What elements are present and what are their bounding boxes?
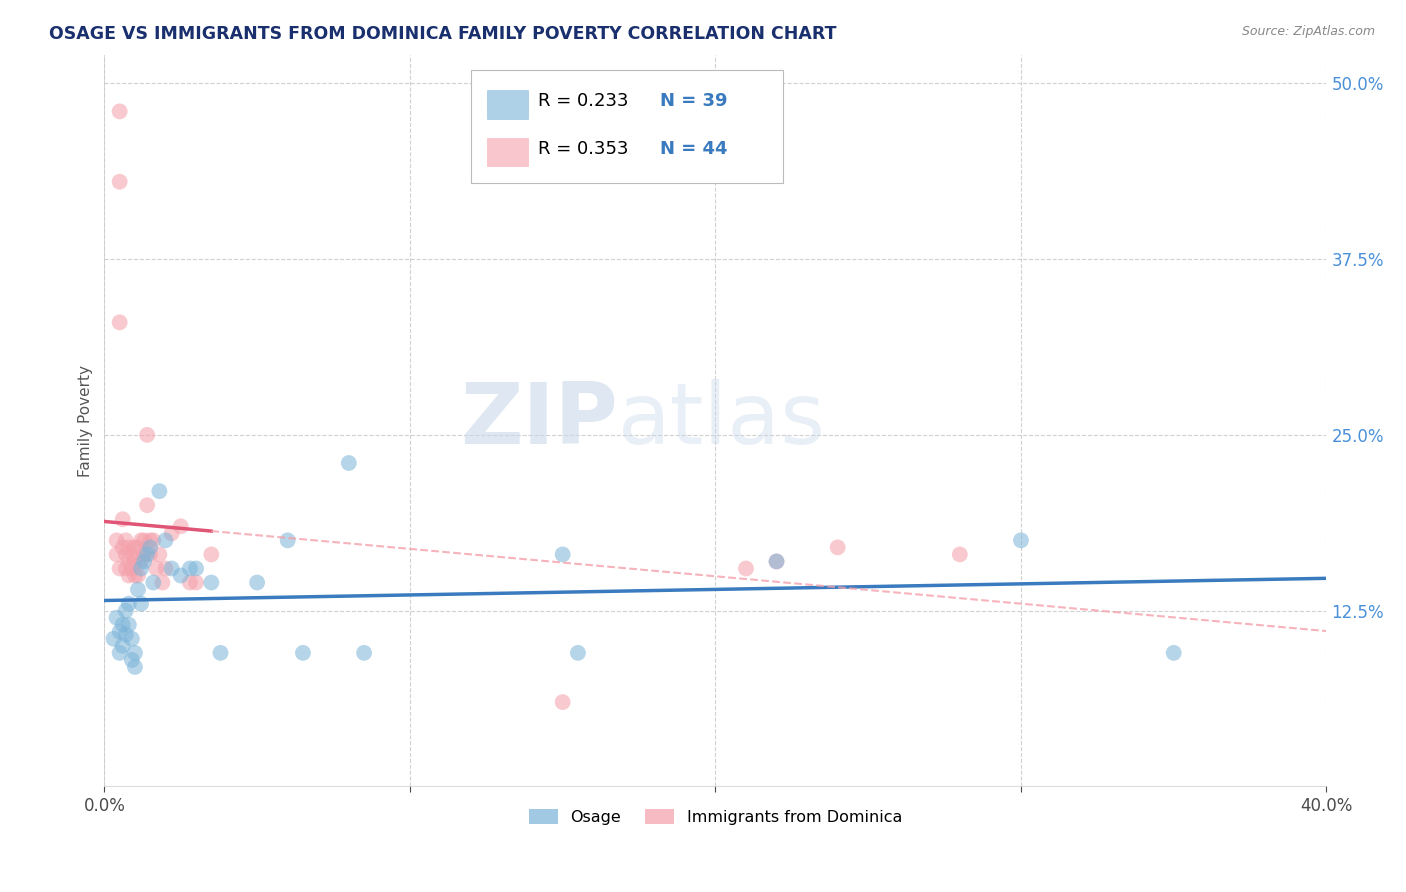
Point: [118, 568, 141, 582]
Point: [139, 533, 162, 548]
Point: [118, 597, 141, 611]
Point: [155, 533, 177, 548]
Point: [105, 548, 128, 562]
Point: [179, 575, 201, 590]
FancyBboxPatch shape: [471, 70, 783, 183]
Point: [139, 541, 162, 555]
Point: [121, 561, 143, 575]
Point: [142, 533, 165, 548]
Point: [121, 653, 143, 667]
Point: [124, 646, 146, 660]
Text: R = 0.233: R = 0.233: [538, 92, 628, 111]
Point: [124, 660, 146, 674]
Point: [108, 646, 131, 660]
Point: [170, 519, 193, 533]
Point: [111, 639, 134, 653]
Point: [111, 541, 134, 555]
Point: [114, 627, 136, 641]
Point: [184, 561, 207, 575]
Point: [124, 568, 146, 582]
Point: [735, 561, 758, 575]
Point: [148, 484, 170, 499]
Legend: Osage, Immigrants from Dominica: Osage, Immigrants from Dominica: [523, 802, 908, 831]
Text: N = 44: N = 44: [661, 140, 728, 158]
Text: ZIP: ZIP: [460, 379, 617, 462]
Point: [124, 541, 146, 555]
Point: [108, 315, 131, 329]
Point: [567, 646, 589, 660]
Point: [765, 554, 787, 568]
Point: [827, 541, 849, 555]
Point: [118, 554, 141, 568]
Point: [129, 597, 152, 611]
Point: [132, 554, 155, 568]
Point: [246, 575, 269, 590]
FancyBboxPatch shape: [486, 137, 529, 166]
Point: [127, 541, 149, 555]
Point: [121, 548, 143, 562]
Point: [127, 582, 149, 597]
Point: [1010, 533, 1032, 548]
Point: [129, 561, 152, 575]
FancyBboxPatch shape: [486, 90, 529, 119]
Point: [129, 533, 152, 548]
Point: [949, 548, 972, 562]
Point: [200, 548, 222, 562]
Point: [132, 548, 155, 562]
Text: N = 39: N = 39: [661, 92, 728, 111]
Point: [118, 617, 141, 632]
Point: [114, 533, 136, 548]
Point: [170, 568, 193, 582]
Point: [108, 624, 131, 639]
Point: [136, 428, 159, 442]
Point: [136, 498, 159, 512]
Point: [139, 548, 162, 562]
Point: [209, 646, 232, 660]
Point: [152, 575, 174, 590]
Point: [765, 554, 787, 568]
Point: [277, 533, 299, 548]
Text: atlas: atlas: [617, 379, 825, 462]
Point: [121, 632, 143, 646]
Point: [108, 561, 131, 575]
Point: [114, 548, 136, 562]
Text: Source: ZipAtlas.com: Source: ZipAtlas.com: [1241, 25, 1375, 38]
Text: OSAGE VS IMMIGRANTS FROM DOMINICA FAMILY POVERTY CORRELATION CHART: OSAGE VS IMMIGRANTS FROM DOMINICA FAMILY…: [49, 25, 837, 43]
Point: [111, 512, 134, 526]
Point: [155, 561, 177, 575]
Point: [184, 575, 207, 590]
Point: [118, 541, 141, 555]
Point: [103, 632, 125, 646]
Point: [551, 548, 574, 562]
Text: R = 0.353: R = 0.353: [538, 140, 628, 158]
Y-axis label: Family Poverty: Family Poverty: [79, 365, 93, 477]
Point: [160, 526, 183, 541]
Point: [353, 646, 375, 660]
Point: [114, 561, 136, 575]
Point: [132, 533, 155, 548]
Point: [105, 533, 128, 548]
Point: [124, 554, 146, 568]
Point: [105, 610, 128, 624]
Point: [142, 575, 165, 590]
Point: [200, 575, 222, 590]
Point: [291, 646, 314, 660]
Point: [551, 695, 574, 709]
Point: [108, 175, 131, 189]
Point: [108, 104, 131, 119]
Point: [148, 548, 170, 562]
Point: [127, 568, 149, 582]
Point: [145, 561, 167, 575]
Point: [337, 456, 360, 470]
Point: [111, 617, 134, 632]
Point: [114, 604, 136, 618]
Point: [1163, 646, 1185, 660]
Point: [160, 561, 183, 575]
Point: [179, 561, 201, 575]
Point: [129, 554, 152, 568]
Point: [136, 548, 159, 562]
